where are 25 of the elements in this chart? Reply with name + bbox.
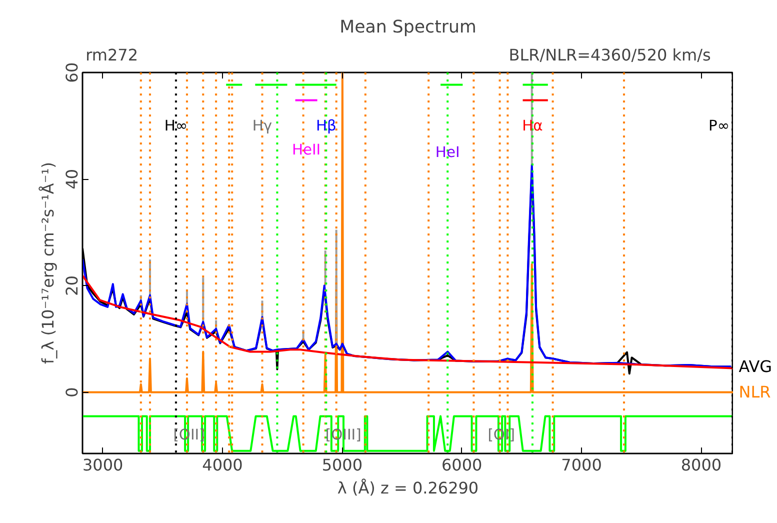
- y-tick-label: 0: [62, 387, 82, 398]
- chart-title: Mean Spectrum: [340, 18, 476, 38]
- x-axis-title: λ (Å) z = 0.26290: [337, 478, 479, 498]
- annotation: H∞: [164, 117, 188, 134]
- y-tick-label: 60: [62, 62, 82, 83]
- annotation: P∞: [708, 117, 730, 134]
- text: BLR/NLR=4360/520 km/s: [508, 46, 711, 64]
- series-label: NLR: [738, 382, 771, 402]
- chart-subtitle: rm272: [86, 46, 138, 64]
- series-label: AVG: [738, 357, 772, 376]
- x-tick-label: 6000: [441, 456, 482, 474]
- x-tick-label: 3000: [82, 456, 124, 474]
- x-tick-label: 4000: [202, 456, 243, 474]
- y-axis-title: f_λ (10⁻¹⁷erg cm⁻²s⁻¹Å⁻¹): [38, 162, 58, 364]
- line-series: [82, 274, 733, 370]
- annotation: HeI: [435, 144, 460, 161]
- annotation: Hα: [522, 117, 543, 134]
- annotation: Hγ: [252, 117, 272, 134]
- y-tick-label: 40: [62, 168, 82, 190]
- x-tick-label: 8000: [680, 456, 722, 474]
- y-tick-label: 20: [62, 275, 82, 296]
- annotation: Hβ: [316, 117, 336, 134]
- x-tick-label: 5000: [322, 456, 363, 474]
- x-tick-label: 7000: [561, 456, 602, 474]
- annotation: HeII: [292, 141, 321, 158]
